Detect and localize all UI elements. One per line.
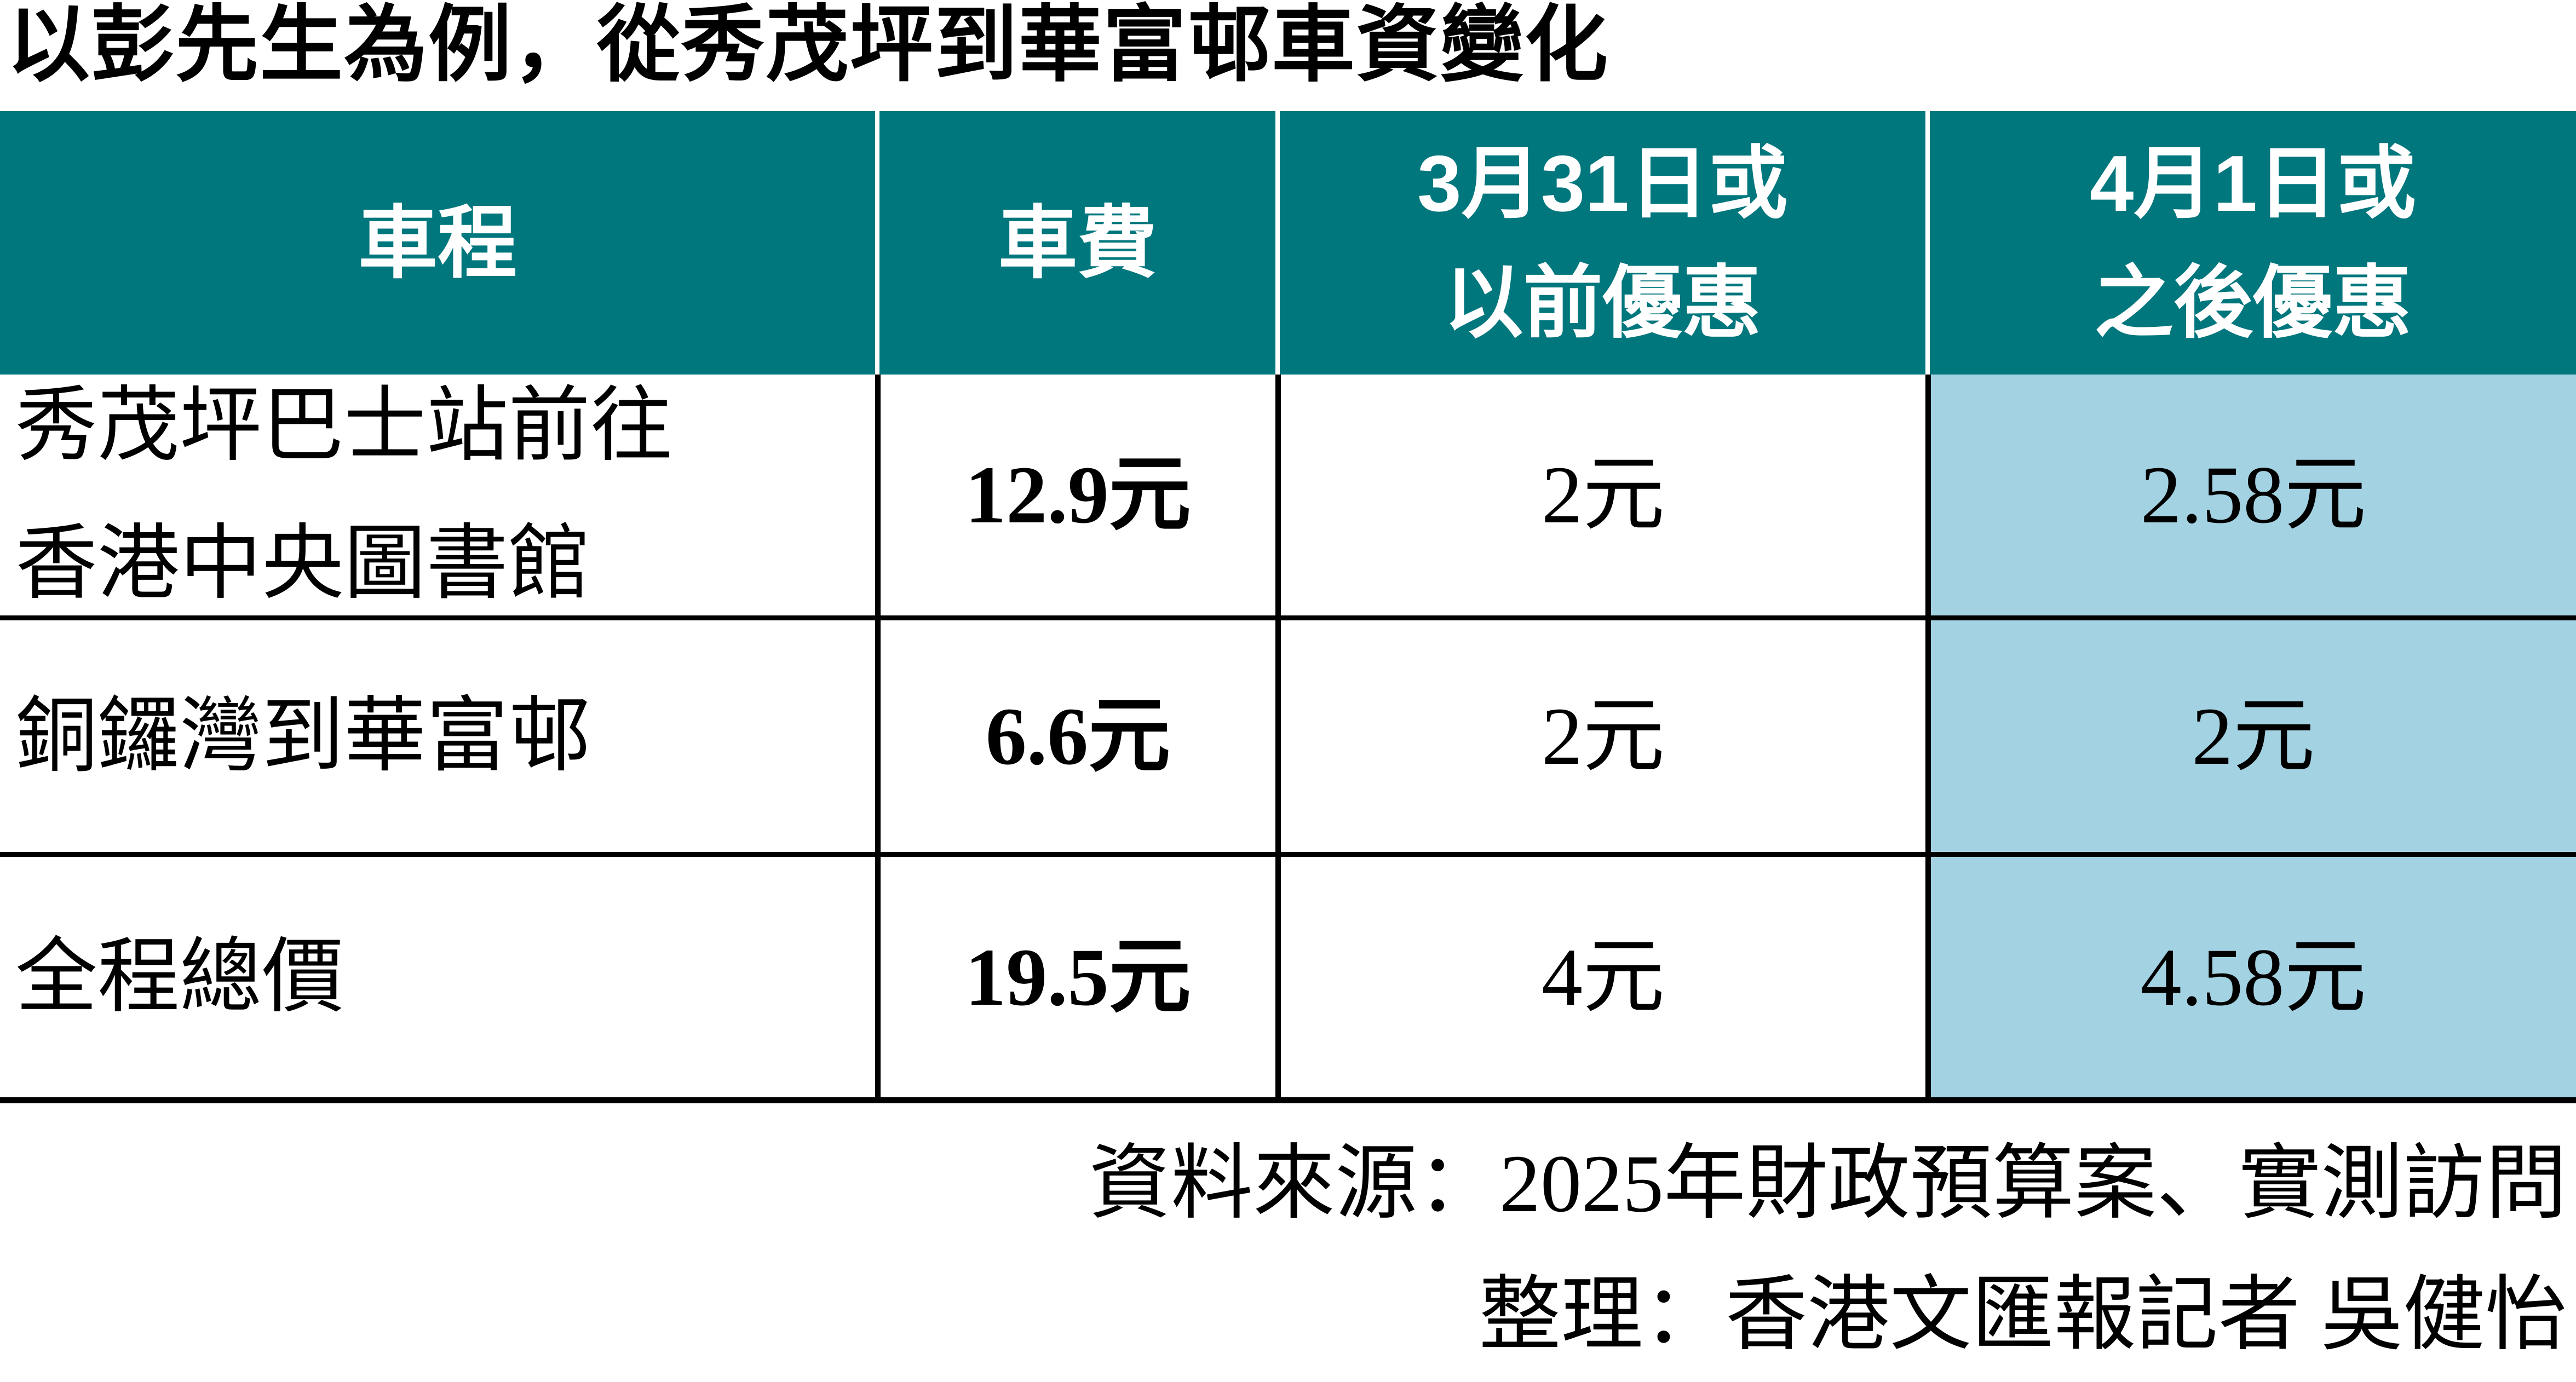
- footer-source: 資料來源：2025年財政預算案、實測訪問: [1088, 1138, 2567, 1229]
- row2-discount-before-value: 2元: [1275, 620, 1925, 857]
- page-title: 以彭先生為例，從秀茂坪到華富邨車資變化: [7, 0, 1609, 91]
- header-fare-label: 車費: [998, 198, 1157, 287]
- row3-route: 全程總價: [0, 857, 875, 1103]
- row2-after-text: 2元: [2192, 690, 2315, 782]
- row3-after-text: 4.58元: [2140, 931, 2367, 1023]
- fare-comparison-table: 車程 車費 3月31日或 以前優惠 4月1日或 之後優惠 秀茂坪巴士站前往 香港…: [0, 111, 2576, 1103]
- row3-discount-before-value: 4元: [1275, 857, 1925, 1103]
- row2-fare-value: 6.6元: [875, 620, 1275, 857]
- header-discount-after: 4月1日或 之後優惠: [1925, 111, 2576, 375]
- header-discount-before-line1: 3月31日或: [1417, 139, 1788, 228]
- row1-after-text: 2.58元: [2140, 450, 2367, 540]
- row1-discount-after-value: 2.58元: [1925, 375, 2576, 620]
- row3-before-text: 4元: [1541, 931, 1665, 1023]
- row3-fare-text: 19.5元: [965, 931, 1191, 1023]
- row2-discount-after-value: 2元: [1925, 620, 2576, 857]
- row1-route-line1: 秀茂坪巴士站前往: [15, 381, 673, 471]
- row1-before-text: 2元: [1541, 450, 1665, 540]
- row1-route-line2: 香港中央圖書館: [15, 519, 591, 609]
- row2-route-line1: 銅鑼灣到華富邨: [15, 690, 591, 782]
- row1-route: 秀茂坪巴士站前往 香港中央圖書館: [0, 375, 875, 620]
- header-discount-before: 3月31日或 以前優惠: [1275, 111, 1925, 375]
- row1-fare-value: 12.9元: [875, 375, 1275, 620]
- header-route: 車程: [0, 111, 875, 375]
- header-discount-after-line1: 4月1日或: [2089, 139, 2417, 228]
- row3-discount-after-value: 4.58元: [1925, 857, 2576, 1103]
- row2-fare-text: 6.6元: [985, 690, 1171, 782]
- header-fare: 車費: [875, 111, 1275, 375]
- row2-route: 銅鑼灣到華富邨: [0, 620, 875, 857]
- header-discount-before-line2: 以前優惠: [1444, 258, 1762, 347]
- header-route-label: 車程: [358, 198, 517, 287]
- row3-route-line1: 全程總價: [15, 931, 344, 1023]
- footer-credit: 整理：香港文匯報記者 吳健怡: [1479, 1270, 2567, 1361]
- header-discount-after-line2: 之後優惠: [2094, 258, 2412, 347]
- row2-before-text: 2元: [1541, 690, 1665, 782]
- row3-fare-value: 19.5元: [875, 857, 1275, 1103]
- row1-discount-before-value: 2元: [1275, 375, 1925, 620]
- row1-fare-text: 12.9元: [965, 450, 1191, 540]
- table-footer: 資料來源：2025年財政預算案、實測訪問 整理：香港文匯報記者 吳健怡: [1089, 1118, 2567, 1381]
